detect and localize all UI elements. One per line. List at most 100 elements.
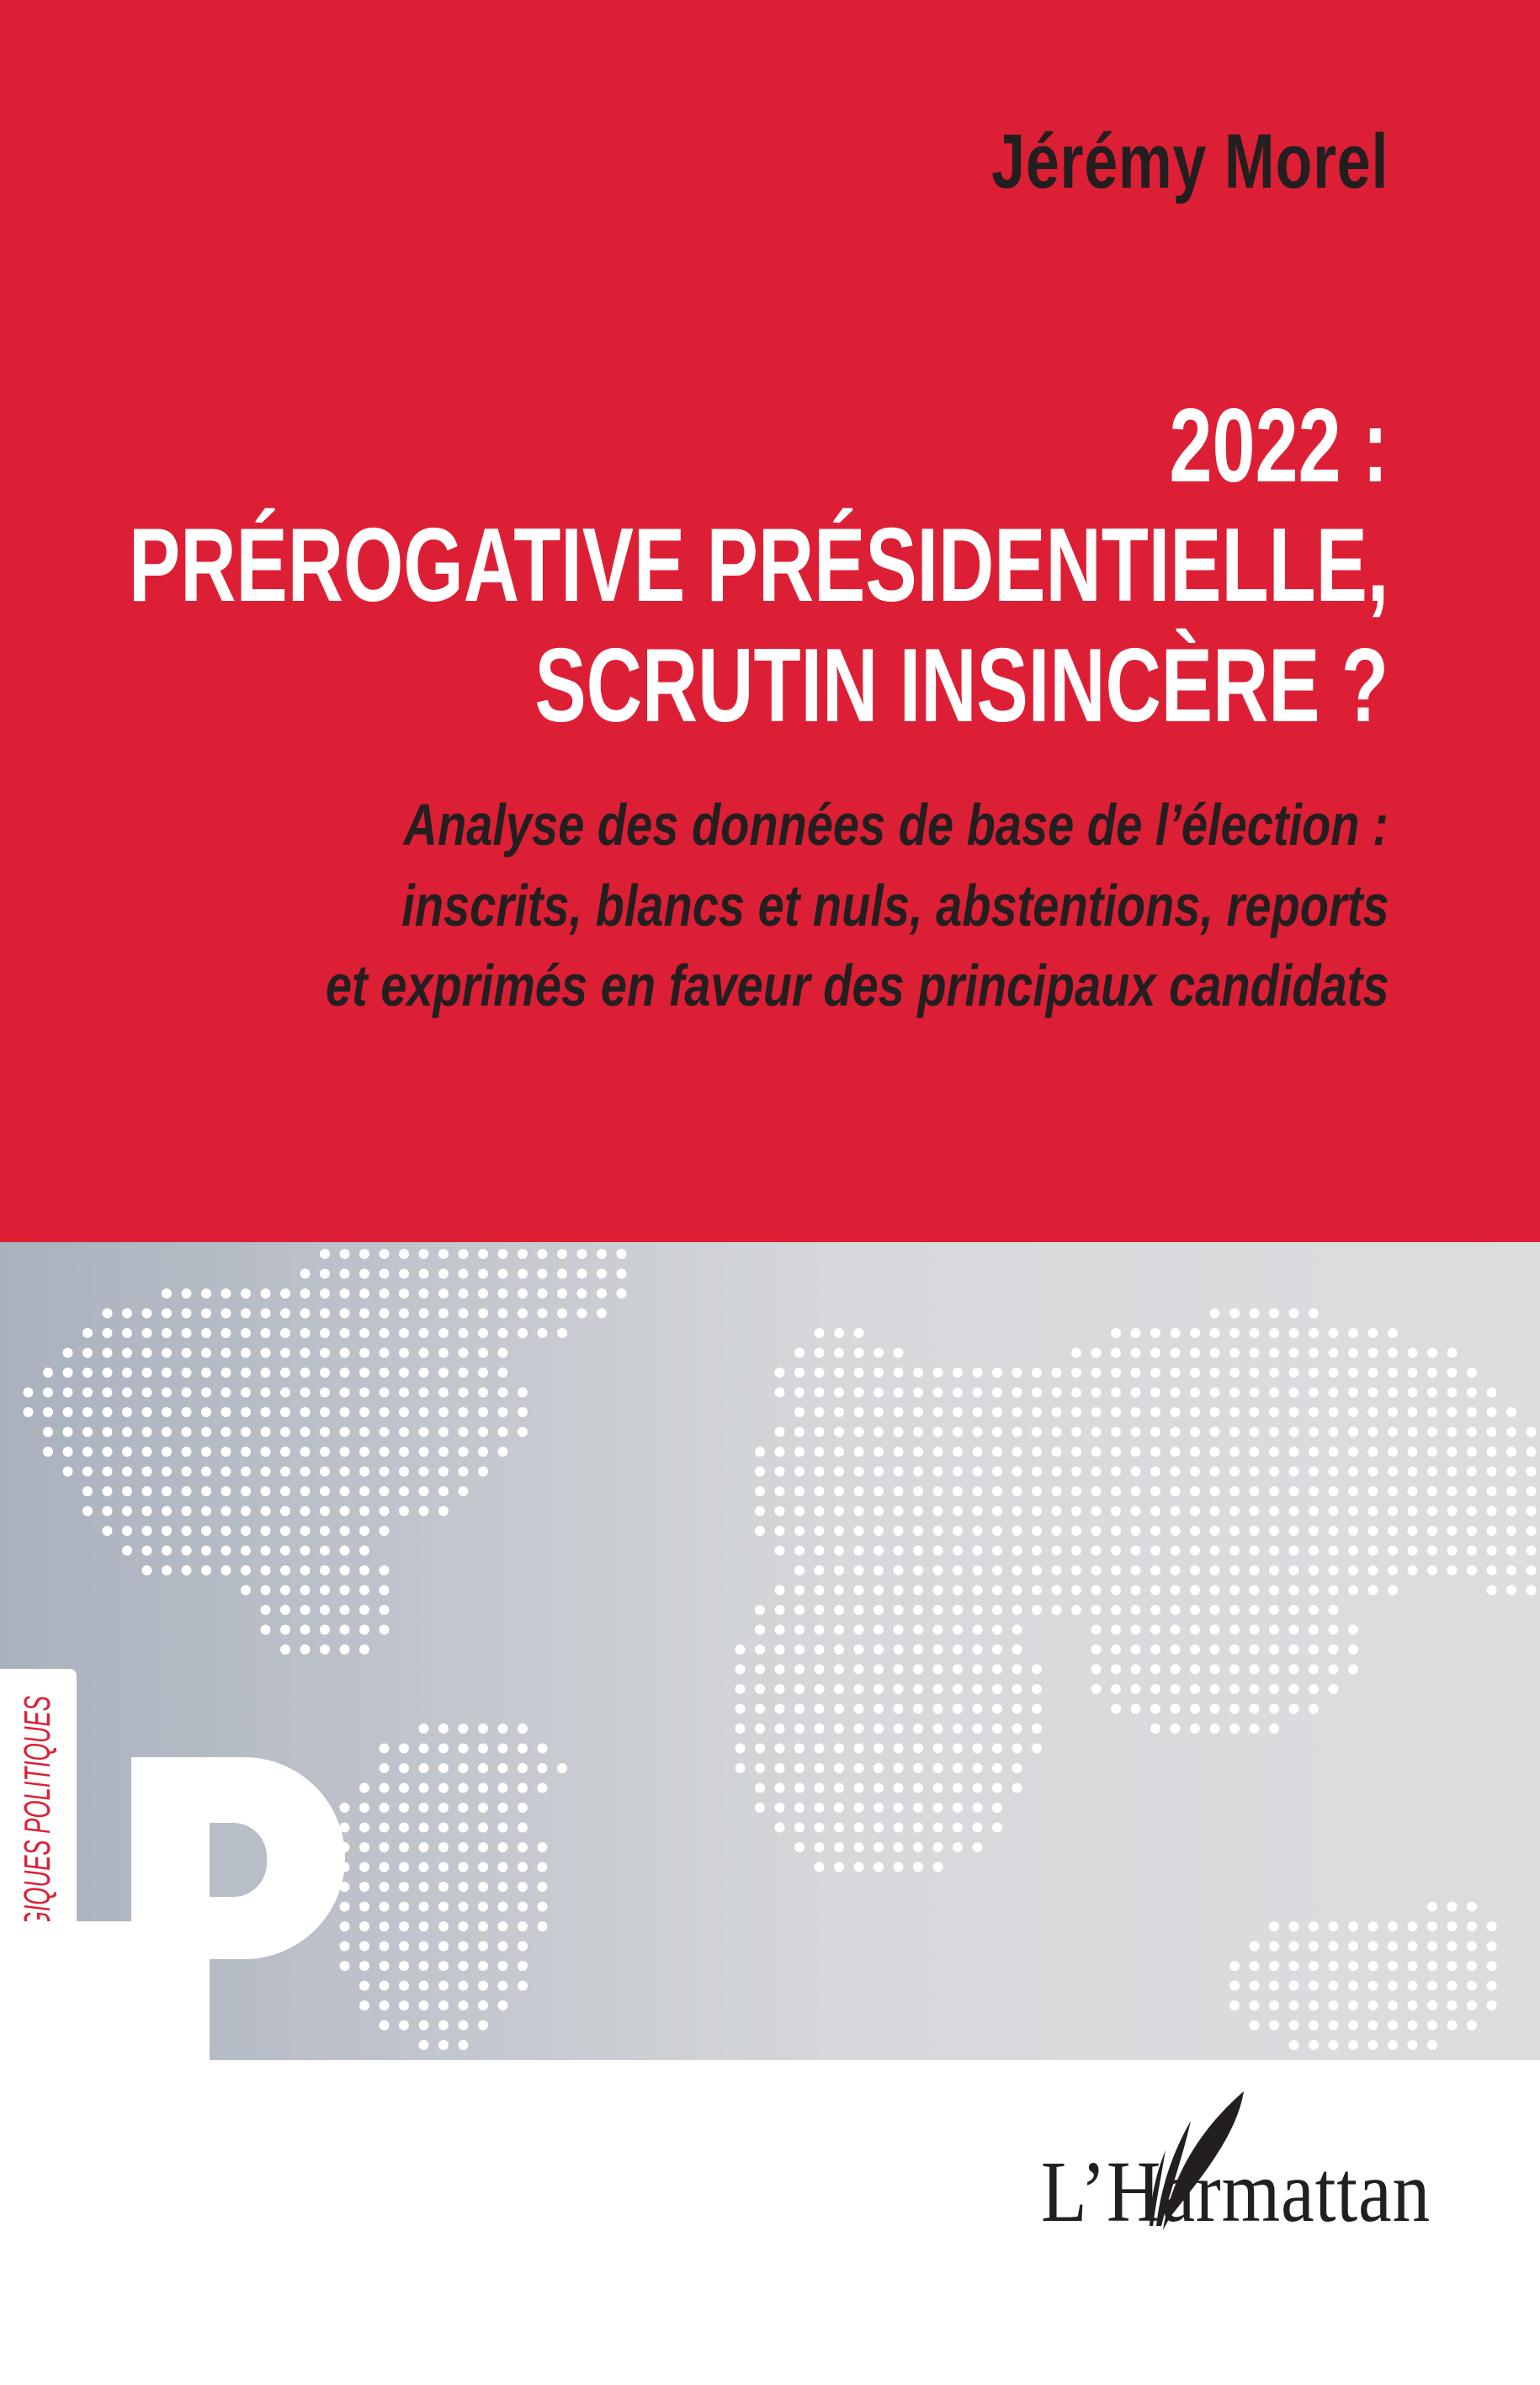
map-dot — [300, 1545, 311, 1556]
map-dot — [320, 1308, 330, 1319]
map-dot — [1467, 1545, 1477, 1556]
map-dot — [300, 1526, 311, 1536]
map-dot — [1111, 1605, 1121, 1615]
map-dot — [992, 1644, 1002, 1655]
map-dot — [1111, 1624, 1121, 1635]
map-dot — [1388, 1921, 1398, 1931]
map-dot — [794, 1387, 805, 1398]
map-dot — [755, 1605, 765, 1615]
map-dot — [1486, 1426, 1497, 1437]
map-dot — [1309, 1980, 1319, 1991]
map-dot — [1328, 1328, 1339, 1338]
map-dot — [1328, 1921, 1339, 1931]
map-dot — [359, 1368, 369, 1378]
map-dot — [992, 1387, 1002, 1398]
map-dot — [1190, 1624, 1200, 1635]
map-dot — [1170, 1605, 1181, 1615]
map-dot — [379, 1763, 390, 1773]
map-dot — [478, 1447, 488, 1457]
map-dot — [339, 1447, 350, 1457]
map-dot — [141, 1447, 152, 1457]
map-dot — [141, 1347, 152, 1358]
map-dot — [1130, 1565, 1141, 1575]
map-dot — [359, 1782, 369, 1793]
map-dot — [122, 1506, 132, 1517]
map-dot — [794, 1605, 805, 1615]
map-dot — [438, 1288, 449, 1299]
map-dot — [1209, 1605, 1220, 1615]
map-dot — [1328, 1368, 1339, 1378]
map-dot — [874, 1842, 884, 1852]
map-dot — [1309, 1684, 1319, 1694]
map-dot — [913, 1426, 923, 1437]
map-dot — [1229, 1545, 1240, 1556]
map-dot — [1111, 1447, 1121, 1457]
map-dot — [972, 1486, 983, 1496]
map-dot — [814, 1347, 825, 1358]
map-dot — [497, 1724, 508, 1734]
map-dot — [1407, 1368, 1418, 1378]
map-dot — [339, 1486, 350, 1496]
map-dot — [1526, 1447, 1537, 1457]
map-dot — [1249, 1347, 1260, 1358]
map-dot — [1447, 1347, 1458, 1358]
map-dot — [260, 1466, 271, 1477]
map-dot — [1150, 1486, 1160, 1496]
map-dot — [1249, 1447, 1260, 1457]
map-dot — [755, 1724, 765, 1734]
map-dot — [557, 1328, 567, 1338]
map-dot — [220, 1347, 231, 1358]
map-dot — [359, 1941, 369, 1952]
map-dot — [1091, 1684, 1102, 1694]
map-dot — [1288, 1980, 1299, 1991]
map-dot — [893, 1803, 904, 1813]
map-dot — [913, 1407, 923, 1417]
map-dot — [1071, 1545, 1081, 1556]
map-dot — [1249, 1328, 1260, 1338]
map-dot — [122, 1347, 132, 1358]
map-dot — [399, 1921, 409, 1931]
map-dot — [1051, 1387, 1062, 1398]
map-dot — [1229, 1466, 1240, 1477]
map-dot — [1051, 1447, 1062, 1457]
map-dot — [438, 1980, 449, 1991]
map-dot — [992, 1803, 1002, 1813]
map-dot — [280, 1644, 290, 1655]
map-dot — [379, 1585, 390, 1596]
map-dot — [774, 1466, 785, 1477]
map-dot — [1309, 1308, 1319, 1319]
map-dot — [814, 1506, 825, 1517]
map-dot — [774, 1644, 785, 1655]
map-dot — [379, 1466, 390, 1477]
map-dot — [339, 1605, 350, 1615]
map-dot — [953, 1387, 963, 1398]
map-dot — [379, 1980, 390, 1991]
map-dot — [1328, 1407, 1339, 1417]
map-dot — [181, 1308, 192, 1319]
map-dot — [814, 1782, 825, 1793]
map-dot — [1288, 1545, 1299, 1556]
map-dot — [597, 1308, 607, 1319]
map-dot — [300, 1486, 311, 1496]
map-dot — [1229, 1328, 1240, 1338]
map-dot — [992, 1822, 1002, 1833]
map-dot — [1328, 1980, 1339, 1991]
map-dot — [300, 1506, 311, 1517]
map-dot — [1209, 1703, 1220, 1714]
map-dot — [1309, 1565, 1319, 1575]
map-dot — [537, 1288, 548, 1299]
map-dot — [972, 1822, 983, 1833]
map-dot — [755, 1684, 765, 1694]
map-dot — [379, 1605, 390, 1615]
map-dot — [300, 1328, 311, 1338]
map-dot — [893, 1426, 904, 1437]
map-dot — [874, 1782, 884, 1793]
map-dot — [1012, 1585, 1022, 1596]
map-dot — [458, 1407, 469, 1417]
map-dot — [537, 1268, 548, 1279]
map-dot — [1467, 1368, 1477, 1378]
map-dot — [201, 1506, 211, 1517]
map-dot — [399, 1407, 409, 1417]
map-dot — [755, 1743, 765, 1754]
map-dot — [932, 1545, 943, 1556]
